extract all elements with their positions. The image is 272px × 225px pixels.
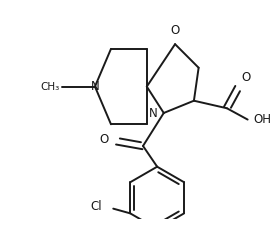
Text: N: N (149, 107, 158, 120)
Text: O: O (171, 24, 180, 37)
Text: OH: OH (253, 113, 271, 126)
Text: CH₃: CH₃ (40, 82, 59, 92)
Text: Cl: Cl (90, 200, 102, 213)
Text: N: N (91, 80, 99, 93)
Text: O: O (100, 133, 109, 146)
Text: O: O (241, 71, 250, 84)
